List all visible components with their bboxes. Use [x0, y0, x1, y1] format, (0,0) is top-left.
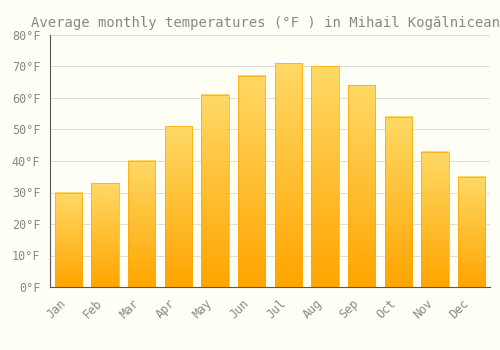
Bar: [238, 76, 266, 287]
Title: Average monthly temperatures (°F ) in Mihail Kogălniceanu: Average monthly temperatures (°F ) in Mi…: [32, 16, 500, 30]
Bar: [348, 85, 376, 287]
Bar: [91, 183, 119, 287]
Bar: [311, 66, 339, 287]
Bar: [458, 177, 485, 287]
Bar: [201, 95, 229, 287]
Bar: [421, 152, 448, 287]
Bar: [384, 117, 412, 287]
Bar: [54, 193, 82, 287]
Bar: [128, 161, 156, 287]
Bar: [164, 126, 192, 287]
Bar: [274, 63, 302, 287]
